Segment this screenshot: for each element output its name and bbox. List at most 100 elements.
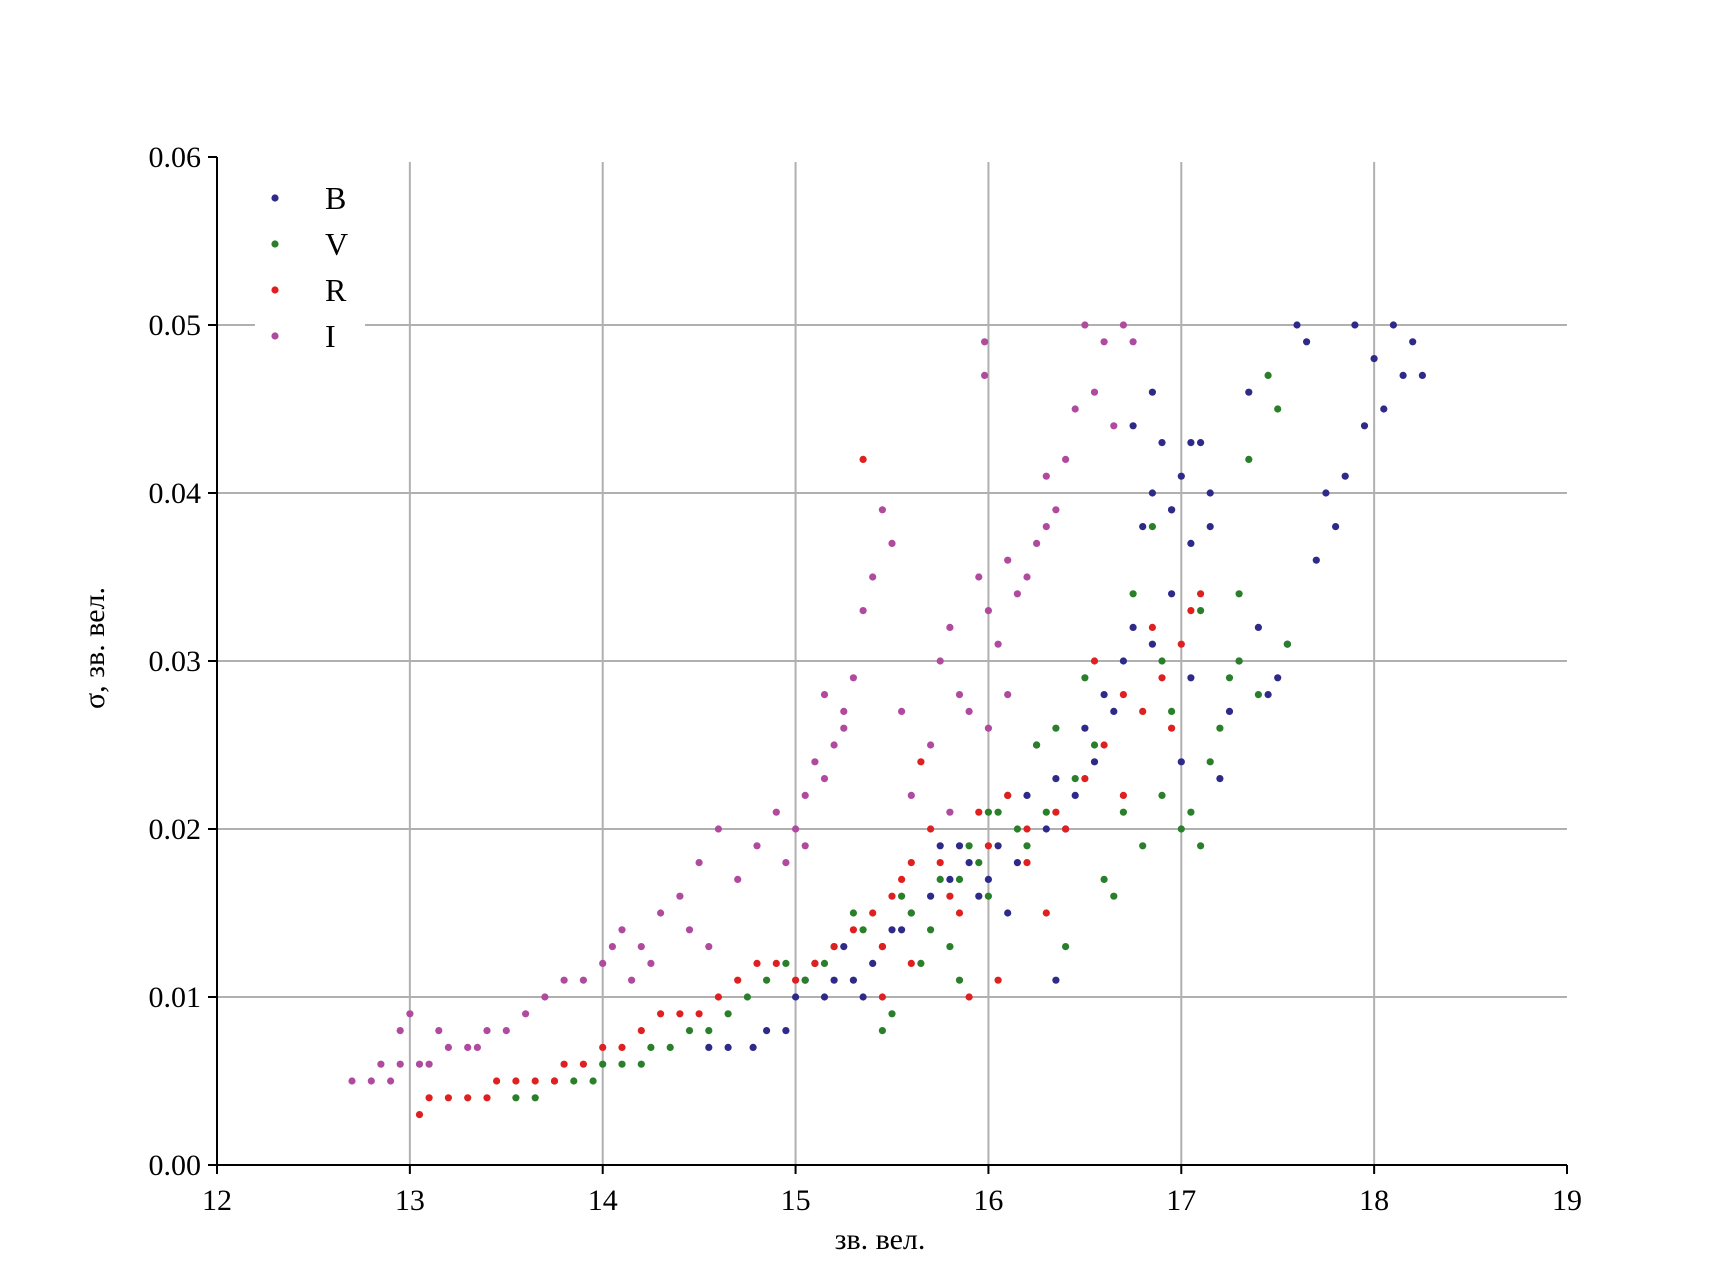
data-point <box>377 1060 385 1068</box>
data-point <box>628 976 636 984</box>
data-point <box>637 943 645 951</box>
data-point <box>917 959 925 968</box>
data-point <box>1303 338 1311 346</box>
data-point <box>772 808 780 816</box>
data-point <box>1187 674 1195 682</box>
data-point <box>743 993 752 1001</box>
data-point <box>1197 842 1205 850</box>
data-point <box>1360 422 1369 430</box>
data-point <box>869 909 877 917</box>
x-tick-label: 14 <box>588 1184 618 1217</box>
series-R <box>415 455 1205 1119</box>
data-point <box>811 959 819 968</box>
data-point <box>936 859 944 867</box>
data-point <box>1100 741 1108 749</box>
data-point <box>1274 674 1282 682</box>
data-point <box>1013 590 1022 598</box>
data-point <box>618 1060 626 1068</box>
data-point <box>1254 623 1262 632</box>
data-point <box>579 1060 588 1068</box>
data-point <box>975 892 983 900</box>
data-point <box>1062 825 1070 833</box>
data-point <box>946 892 954 900</box>
y-axis-label: σ, зв. вел. <box>78 587 111 709</box>
data-point <box>1187 439 1195 447</box>
data-point <box>608 943 617 951</box>
data-point <box>348 1077 356 1085</box>
data-point <box>1418 371 1426 379</box>
data-point <box>1312 556 1320 564</box>
data-point <box>840 707 848 716</box>
data-point <box>387 1077 395 1085</box>
data-point <box>1148 523 1156 531</box>
data-point <box>367 1077 375 1085</box>
data-point <box>1332 523 1340 531</box>
data-point <box>1004 791 1012 800</box>
data-point <box>820 993 829 1001</box>
data-point <box>917 758 925 766</box>
data-point <box>1081 674 1089 682</box>
legend-label-V: V <box>325 226 348 262</box>
data-point <box>907 791 915 800</box>
data-point <box>1274 405 1282 413</box>
data-point <box>425 1060 433 1068</box>
data-point <box>994 640 1002 648</box>
data-point <box>984 842 993 850</box>
data-point <box>1148 489 1156 497</box>
data-point <box>1119 321 1127 329</box>
data-point <box>1062 455 1070 463</box>
data-point <box>512 1077 520 1085</box>
data-point <box>1023 859 1031 867</box>
data-point <box>1110 892 1118 900</box>
data-point <box>705 1027 713 1035</box>
data-point <box>734 875 742 884</box>
data-point <box>1139 523 1147 531</box>
data-point <box>1399 371 1407 379</box>
data-point <box>1119 791 1127 800</box>
x-tick-label: 12 <box>202 1184 232 1217</box>
data-point <box>888 892 896 900</box>
data-point <box>724 1043 732 1051</box>
data-point <box>898 707 906 716</box>
data-point <box>878 943 887 951</box>
data-point <box>647 1043 655 1051</box>
data-point <box>907 909 915 917</box>
data-point <box>1023 573 1031 581</box>
data-point <box>1158 439 1166 447</box>
data-point <box>1110 707 1118 716</box>
data-point <box>955 691 964 699</box>
data-point <box>685 926 694 934</box>
data-point <box>830 741 838 749</box>
data-point <box>705 1043 713 1051</box>
data-point <box>522 1010 530 1018</box>
data-point <box>705 943 713 951</box>
data-point <box>782 859 790 867</box>
data-point <box>435 1027 443 1035</box>
data-point <box>599 959 607 968</box>
series-V <box>512 371 1291 1102</box>
data-point <box>1062 943 1070 951</box>
data-point <box>1177 825 1185 833</box>
data-point <box>1119 657 1127 665</box>
data-point <box>657 909 665 917</box>
y-tick-label: 0.06 <box>149 141 202 174</box>
data-point <box>849 674 858 682</box>
data-point <box>1177 640 1185 648</box>
data-point <box>1042 808 1050 816</box>
data-point <box>618 1043 626 1051</box>
data-point <box>1081 775 1089 783</box>
data-point <box>946 875 954 884</box>
data-point <box>1139 707 1147 716</box>
data-point <box>1119 691 1127 699</box>
data-point <box>1052 775 1060 783</box>
legend-marker-R <box>271 286 279 294</box>
data-point <box>1225 674 1234 682</box>
data-point <box>820 691 829 699</box>
data-point <box>512 1094 520 1102</box>
data-point <box>1071 791 1079 800</box>
data-point <box>859 455 867 463</box>
data-point <box>1158 657 1166 665</box>
data-point <box>676 1010 684 1018</box>
data-point <box>1168 724 1176 732</box>
